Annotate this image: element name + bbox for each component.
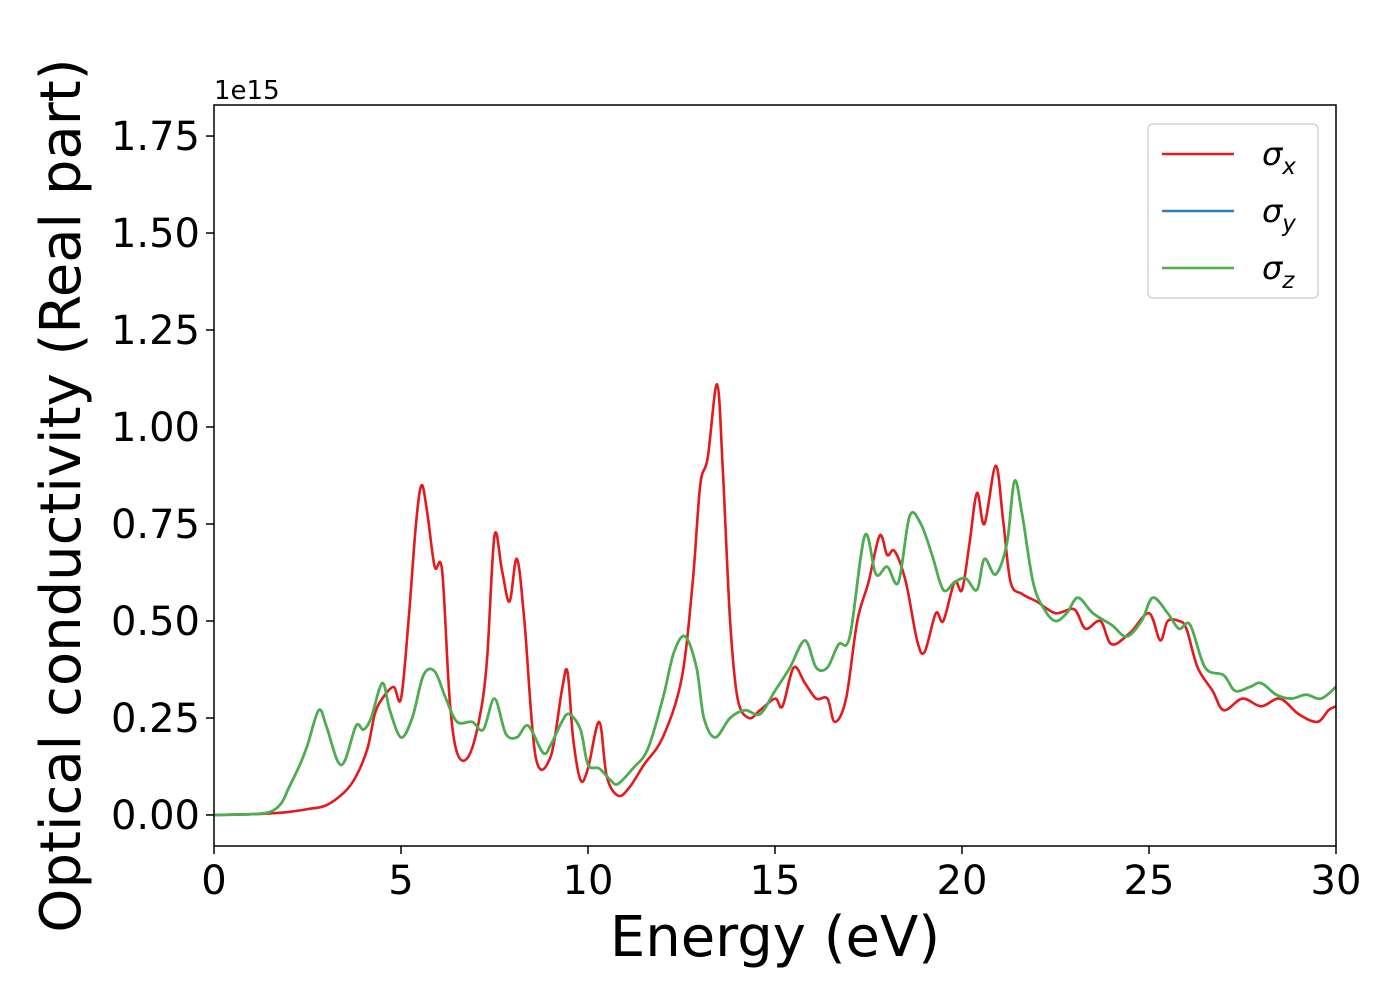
x-tick-label: 5 — [388, 858, 413, 904]
legend-item-z: σz — [1162, 249, 1295, 294]
x-tick-label: 25 — [1124, 858, 1175, 904]
plot-area — [214, 382, 1336, 817]
x-axis-label: Energy (eV) — [610, 905, 940, 970]
x-tick-label: 10 — [563, 858, 614, 904]
y-tick-label: 1.00 — [111, 405, 200, 451]
legend-label: σx — [1262, 135, 1296, 180]
y-axis-label: Optical conductivity (Real part) — [29, 58, 94, 932]
legend-label: σz — [1262, 249, 1295, 294]
series-line-y — [214, 479, 1336, 817]
y-tick-label: 0.00 — [111, 793, 200, 839]
y-tick-label: 0.75 — [111, 502, 200, 548]
y-tick-label: 1.25 — [111, 308, 200, 354]
legend: σx σy σz — [1147, 123, 1319, 299]
y-tick-label: 0.50 — [111, 599, 200, 645]
series-line-z — [214, 479, 1336, 817]
series-line-x — [214, 382, 1336, 817]
legend-label: σy — [1262, 192, 1296, 237]
legend-item-x: σx — [1162, 135, 1296, 180]
x-tick-label: 20 — [937, 858, 988, 904]
x-axis-ticks: 0 5 10 15 20 25 30 — [201, 846, 1361, 904]
legend-item-y: σy — [1162, 192, 1296, 237]
y-tick-label: 0.25 — [111, 696, 200, 742]
x-tick-label: 30 — [1311, 858, 1362, 904]
y-axis-offset-label: 1e15 — [214, 76, 280, 106]
y-axis-ticks: 0.00 0.25 0.50 0.75 1.00 1.25 1.50 1.75 — [111, 114, 214, 839]
y-tick-label: 1.75 — [111, 114, 200, 160]
x-tick-label: 0 — [201, 858, 226, 904]
y-tick-label: 1.50 — [111, 211, 200, 257]
x-tick-label: 15 — [750, 858, 801, 904]
